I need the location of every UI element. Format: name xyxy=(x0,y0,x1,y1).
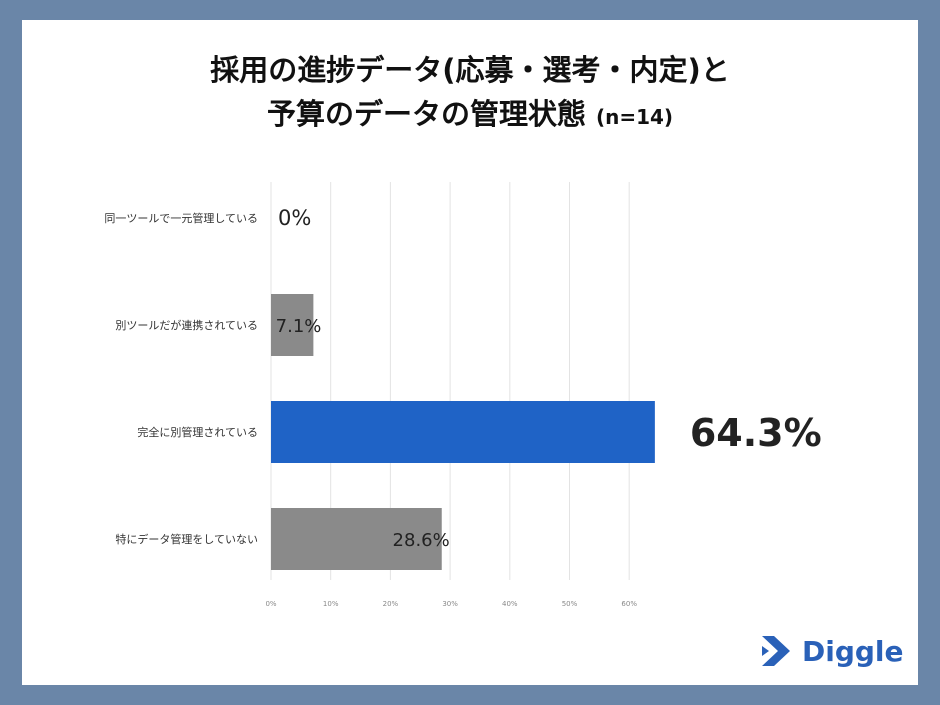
x-tick-label: 40% xyxy=(502,600,518,608)
title-line-2-text: 予算のデータの管理状態 xyxy=(266,97,586,131)
bar-chart: 0% 10% 20% 30% 40% 50% 60% 同一ツールで一元管理している 0% 別ツール… xyxy=(104,182,822,608)
diggle-logo: Diggle xyxy=(760,634,904,668)
title-line-1: 採用の進捗データ(応募・選考・内定)と xyxy=(210,53,730,87)
x-tick-label: 60% xyxy=(621,600,637,608)
bar xyxy=(271,294,314,356)
bar xyxy=(271,401,655,463)
bar xyxy=(271,508,442,570)
category-label: 別ツールだが連携されている xyxy=(115,318,258,332)
diggle-logo-icon xyxy=(762,636,790,666)
value-label: 7.1% xyxy=(276,316,322,337)
labels: 0% 10% 20% 30% 40% 50% 60% 同一ツールで一元管理している 0% 別ツール… xyxy=(104,206,821,608)
sample-size: (n=14) xyxy=(595,105,674,129)
chart-panel: 採用の進捗データ(応募・選考・内定)と 予算のデータの管理状態 (n=14) 0%… xyxy=(22,20,918,685)
category-label: 完全に別管理されている xyxy=(137,425,258,439)
x-tick-label: 0% xyxy=(265,600,276,608)
x-tick-label: 50% xyxy=(562,600,578,608)
value-label: 0% xyxy=(278,206,311,230)
title-line-2: 予算のデータの管理状態 (n=14) xyxy=(22,94,918,137)
logo-text: Diggle xyxy=(802,634,904,668)
bars xyxy=(271,294,655,570)
value-label: 64.3% xyxy=(690,411,822,455)
x-tick-label: 10% xyxy=(323,600,339,608)
chart-title: 採用の進捗データ(応募・選考・内定)と 予算のデータの管理状態 (n=14) xyxy=(22,50,918,137)
category-label: 同一ツールで一元管理している xyxy=(104,211,258,225)
x-tick-label: 20% xyxy=(383,600,399,608)
x-tick-label: 30% xyxy=(442,600,458,608)
value-label: 28.6% xyxy=(393,530,450,551)
category-label: 特にデータ管理をしていない xyxy=(115,532,258,546)
